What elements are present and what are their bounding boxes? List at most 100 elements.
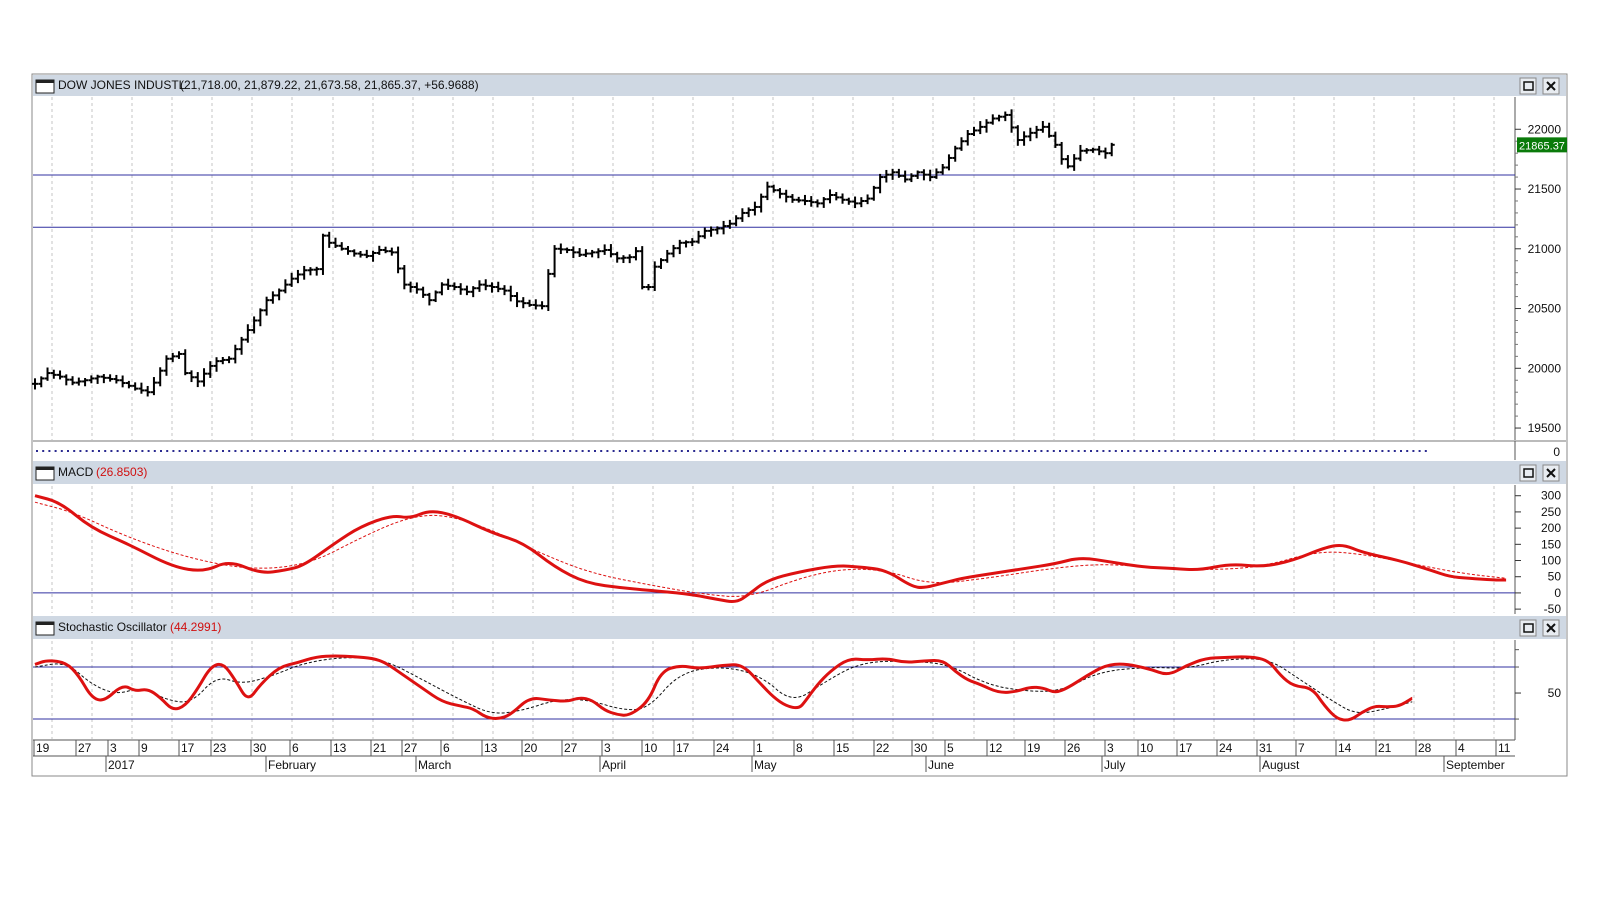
- price-bar: [150, 377, 157, 396]
- volume-dot: [1189, 450, 1192, 452]
- x-axis: 19 27 3 9 17 23 30 6 13 21 27 6 13 20 27 3 10 17 24 1 8 15 22 3…: [33, 739, 1515, 772]
- volume-dot: [1344, 450, 1347, 452]
- close-icon[interactable]: [1542, 77, 1560, 95]
- day-label: 14: [1338, 741, 1352, 755]
- volume-dot: [389, 450, 392, 452]
- volume-dot: [98, 450, 100, 452]
- volume-dot: [91, 450, 94, 452]
- day-label: 8: [796, 741, 803, 755]
- price-bar: [607, 244, 614, 258]
- price-bar: [614, 251, 621, 263]
- price-bar: [282, 279, 289, 294]
- volume-dot: [110, 450, 113, 452]
- price-bar: [100, 374, 107, 384]
- price-bar: [733, 215, 740, 227]
- volume-dot: [383, 450, 386, 452]
- price-bar: [332, 237, 339, 248]
- price-bar: [57, 370, 64, 380]
- close-icon[interactable]: [1542, 464, 1560, 482]
- volume-dot: [54, 450, 57, 452]
- price-bar: [701, 227, 708, 239]
- maximize-icon[interactable]: [1519, 619, 1537, 637]
- volume-dot: [997, 450, 999, 452]
- price-bar: [138, 382, 145, 394]
- price-bar: [983, 119, 990, 133]
- price-bar: [326, 231, 333, 248]
- price-bar: [207, 361, 214, 378]
- volume-dot: [333, 450, 336, 452]
- volume-dot: [1127, 450, 1130, 452]
- price-bar: [157, 367, 164, 387]
- price-bar: [251, 316, 258, 334]
- stoch-panel-value: (44.2991): [170, 620, 221, 634]
- volume-dot: [928, 450, 931, 452]
- price-bar: [958, 137, 965, 151]
- volume-dot: [408, 450, 410, 452]
- volume-dot: [153, 450, 156, 452]
- price-bar: [1052, 131, 1059, 148]
- volume-dot: [680, 450, 683, 452]
- volume-dot: [85, 450, 88, 452]
- price-bar: [50, 369, 57, 379]
- volume-dot: [1214, 450, 1216, 452]
- price-bar: [501, 285, 508, 296]
- price-bar: [395, 246, 402, 274]
- stoch-panel-title: Stochastic Oscillator: [58, 620, 167, 634]
- volume-dot: [1338, 450, 1340, 452]
- volume-dot: [749, 450, 751, 452]
- volume-dot: [1121, 450, 1123, 452]
- volume-dot: [699, 450, 702, 452]
- volume-dot: [1003, 450, 1006, 452]
- price-tick-label: 20000: [1528, 361, 1562, 375]
- close-icon[interactable]: [1542, 619, 1560, 637]
- price-bar: [582, 249, 589, 258]
- price-bar: [545, 269, 552, 312]
- price-tick-label: 21000: [1528, 242, 1562, 256]
- volume-dot: [1176, 450, 1179, 452]
- price-bar: [570, 246, 577, 259]
- volume-dot: [439, 450, 441, 452]
- price-bar: [695, 230, 702, 244]
- volume-dot: [321, 450, 324, 452]
- volume-dot: [829, 450, 832, 452]
- price-bar: [720, 220, 727, 235]
- maximize-icon[interactable]: [1519, 77, 1537, 95]
- volume-dot: [959, 450, 962, 452]
- panel-window-icon[interactable]: [35, 79, 55, 94]
- volume-dot: [445, 450, 448, 452]
- price-bar: [1077, 144, 1084, 162]
- volume-dot: [420, 450, 423, 452]
- volume-dot: [631, 450, 634, 452]
- stoch-series: [34, 654, 1413, 722]
- macd-tick-label: 250: [1541, 505, 1561, 519]
- volume-dot: [507, 450, 510, 452]
- month-label: September: [1446, 758, 1505, 772]
- price-bar: [232, 344, 239, 364]
- price-bar: [620, 255, 627, 264]
- price-bar: [839, 193, 846, 204]
- price-bar: [526, 299, 533, 307]
- price-bar: [971, 126, 977, 137]
- volume-dot: [1282, 450, 1285, 452]
- x-axis-day-labels: 19 27 3 9 17 23 30 6 13 21 27 6 13 20 27 3 10 17 24 1 8 15 22 3…: [33, 740, 1511, 756]
- volume-dot: [160, 450, 162, 452]
- month-label: April: [602, 758, 626, 772]
- price-bar: [745, 207, 752, 218]
- price-bar: [714, 226, 721, 235]
- month-label: July: [1104, 758, 1125, 772]
- volume-dot: [1276, 450, 1278, 452]
- day-label: 15: [836, 741, 850, 755]
- month-label: March: [418, 758, 451, 772]
- price-tick-label: 20500: [1528, 302, 1562, 316]
- maximize-icon[interactable]: [1519, 464, 1537, 482]
- panel-window-icon[interactable]: [35, 621, 55, 636]
- volume-dot: [668, 450, 671, 452]
- volume-dot: [1207, 450, 1210, 452]
- day-label: 5: [947, 741, 954, 755]
- day-label: 3: [604, 741, 611, 755]
- price-bar: [764, 181, 771, 201]
- panel-window-icon[interactable]: [35, 466, 55, 481]
- volume-dot: [885, 450, 888, 452]
- price-bar: [827, 189, 834, 204]
- volume-dot: [67, 450, 69, 452]
